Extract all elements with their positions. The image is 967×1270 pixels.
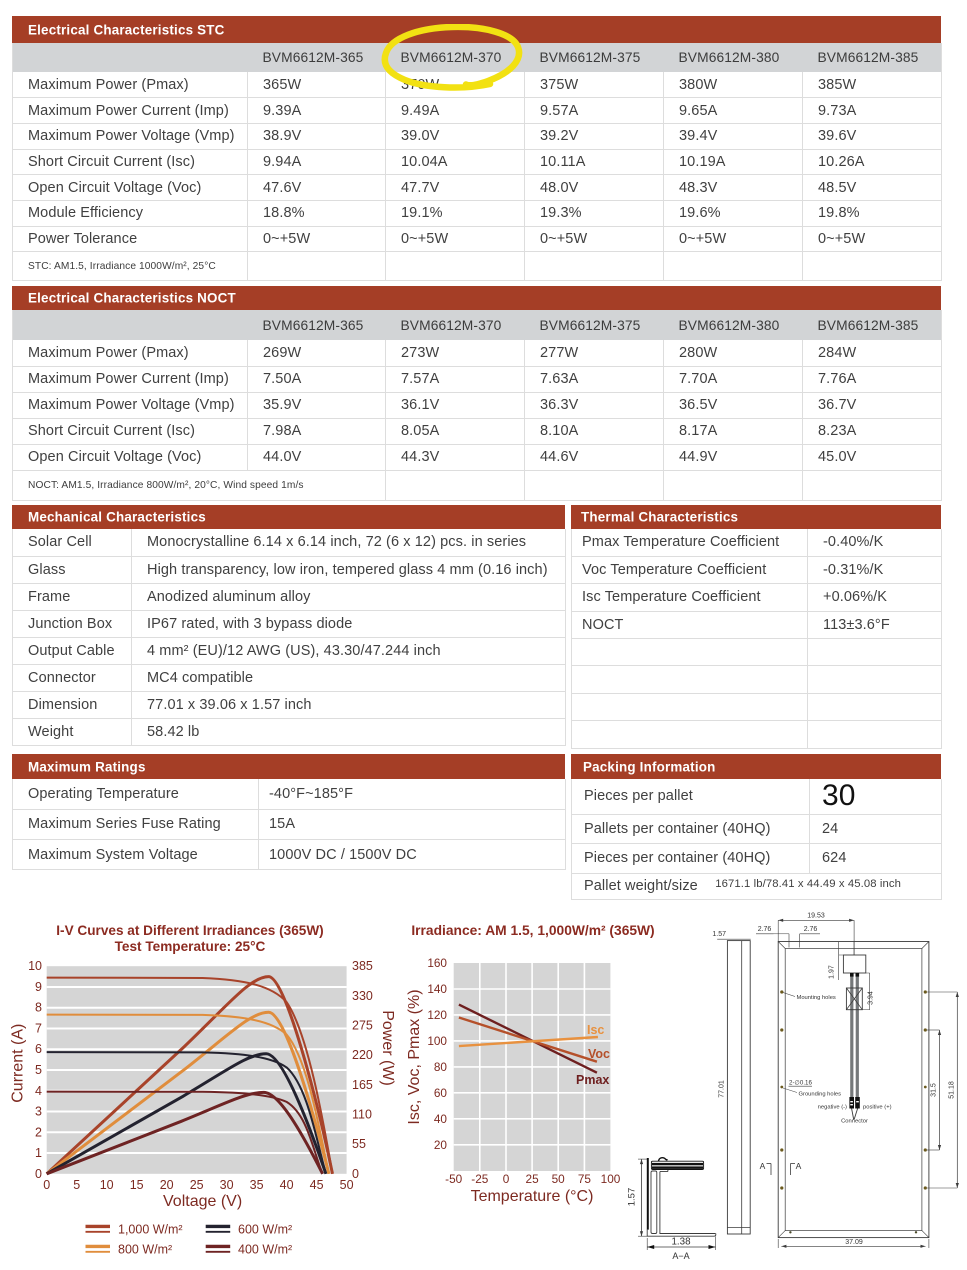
svg-text:80: 80 [434, 1060, 448, 1074]
svg-text:37.09: 37.09 [845, 1239, 863, 1246]
svg-text:A−A: A−A [672, 1251, 689, 1261]
svg-text:Grounding holes: Grounding holes [799, 1092, 842, 1098]
svg-text:Pmax: Pmax [576, 1073, 609, 1087]
svg-text:0: 0 [352, 1167, 359, 1181]
svg-text:10: 10 [28, 959, 42, 973]
svg-text:Irradiance: AM 1.5, 1,000W/m²: Irradiance: AM 1.5, 1,000W/m² (365W) [411, 923, 654, 938]
svg-text:75: 75 [578, 1172, 592, 1186]
svg-text:1.57: 1.57 [712, 931, 726, 938]
svg-text:negative (-): negative (-) [818, 1105, 847, 1111]
svg-text:100: 100 [427, 1034, 447, 1048]
svg-text:20: 20 [160, 1178, 174, 1192]
svg-text:2.76: 2.76 [804, 926, 818, 933]
svg-text:40: 40 [434, 1112, 448, 1126]
svg-text:50: 50 [552, 1172, 566, 1186]
svg-text:Isc: Isc [587, 1023, 604, 1037]
svg-text:400 W/m²: 400 W/m² [238, 1243, 292, 1257]
svg-text:I-V Curves at Different Irradi: I-V Curves at Different Irradiances (365… [56, 923, 323, 938]
svg-text:19.53: 19.53 [807, 913, 825, 920]
svg-text:385: 385 [352, 959, 373, 973]
svg-text:8: 8 [35, 1001, 42, 1015]
svg-text:2: 2 [35, 1125, 42, 1139]
svg-text:-50: -50 [445, 1172, 462, 1186]
svg-text:600 W/m²: 600 W/m² [238, 1223, 292, 1237]
svg-text:7: 7 [35, 1022, 42, 1036]
svg-text:30: 30 [220, 1178, 234, 1192]
svg-text:220: 220 [352, 1048, 373, 1062]
svg-text:1.57: 1.57 [627, 1188, 638, 1207]
svg-text:-25: -25 [471, 1172, 488, 1186]
svg-text:25: 25 [526, 1172, 540, 1186]
svg-text:3.94: 3.94 [868, 991, 875, 1005]
svg-text:77.01: 77.01 [719, 1080, 726, 1098]
svg-text:A: A [760, 1161, 766, 1171]
svg-text:1,000 W/m²: 1,000 W/m² [118, 1223, 183, 1237]
svg-text:165: 165 [352, 1078, 373, 1092]
svg-text:1.38: 1.38 [671, 1236, 691, 1247]
svg-text:0: 0 [503, 1172, 510, 1186]
svg-text:1.97: 1.97 [829, 965, 836, 979]
svg-text:50: 50 [340, 1178, 354, 1192]
svg-text:160: 160 [427, 956, 447, 970]
svg-text:Connector: Connector [841, 1119, 868, 1125]
svg-text:120: 120 [427, 1008, 447, 1022]
svg-text:0: 0 [35, 1167, 42, 1181]
svg-text:40: 40 [280, 1178, 294, 1192]
svg-text:3: 3 [35, 1105, 42, 1119]
svg-text:31.5: 31.5 [931, 1083, 938, 1097]
svg-text:100: 100 [601, 1172, 621, 1186]
svg-text:positive (+): positive (+) [863, 1105, 892, 1111]
svg-text:6: 6 [35, 1042, 42, 1056]
svg-text:45: 45 [310, 1178, 324, 1192]
svg-text:Voc: Voc [588, 1047, 610, 1061]
svg-text:800 W/m²: 800 W/m² [118, 1243, 172, 1257]
svg-text:15: 15 [130, 1178, 144, 1192]
svg-text:4: 4 [35, 1084, 42, 1098]
svg-text:110: 110 [352, 1108, 372, 1122]
svg-text:9: 9 [35, 980, 42, 994]
svg-text:51.18: 51.18 [949, 1081, 956, 1099]
svg-text:2-∅0.16: 2-∅0.16 [789, 1080, 812, 1087]
svg-text:10: 10 [100, 1178, 114, 1192]
svg-text:5: 5 [73, 1178, 80, 1192]
svg-text:Mounting holes: Mounting holes [797, 995, 836, 1001]
svg-text:55: 55 [352, 1137, 366, 1151]
svg-text:1: 1 [35, 1146, 42, 1160]
svg-text:330: 330 [352, 989, 373, 1003]
svg-text:Temperature (°C): Temperature (°C) [471, 1188, 594, 1205]
svg-text:20: 20 [434, 1138, 448, 1152]
svg-text:Current (A): Current (A) [10, 1024, 27, 1103]
svg-text:275: 275 [352, 1019, 373, 1033]
svg-text:25: 25 [190, 1178, 204, 1192]
svg-text:Isc, Voc, Pmax (%): Isc, Voc, Pmax (%) [406, 989, 423, 1124]
svg-text:2.76: 2.76 [758, 926, 772, 933]
svg-text:0: 0 [43, 1178, 50, 1192]
svg-text:60: 60 [434, 1086, 448, 1100]
svg-text:35: 35 [250, 1178, 264, 1192]
svg-text:140: 140 [427, 982, 447, 996]
svg-text:Power (W): Power (W) [379, 1010, 396, 1086]
svg-text:5: 5 [35, 1063, 42, 1077]
svg-text:A: A [796, 1161, 802, 1171]
svg-text:Voltage (V): Voltage (V) [163, 1193, 242, 1210]
svg-text:Test Temperature: 25°C: Test Temperature: 25°C [115, 939, 266, 954]
